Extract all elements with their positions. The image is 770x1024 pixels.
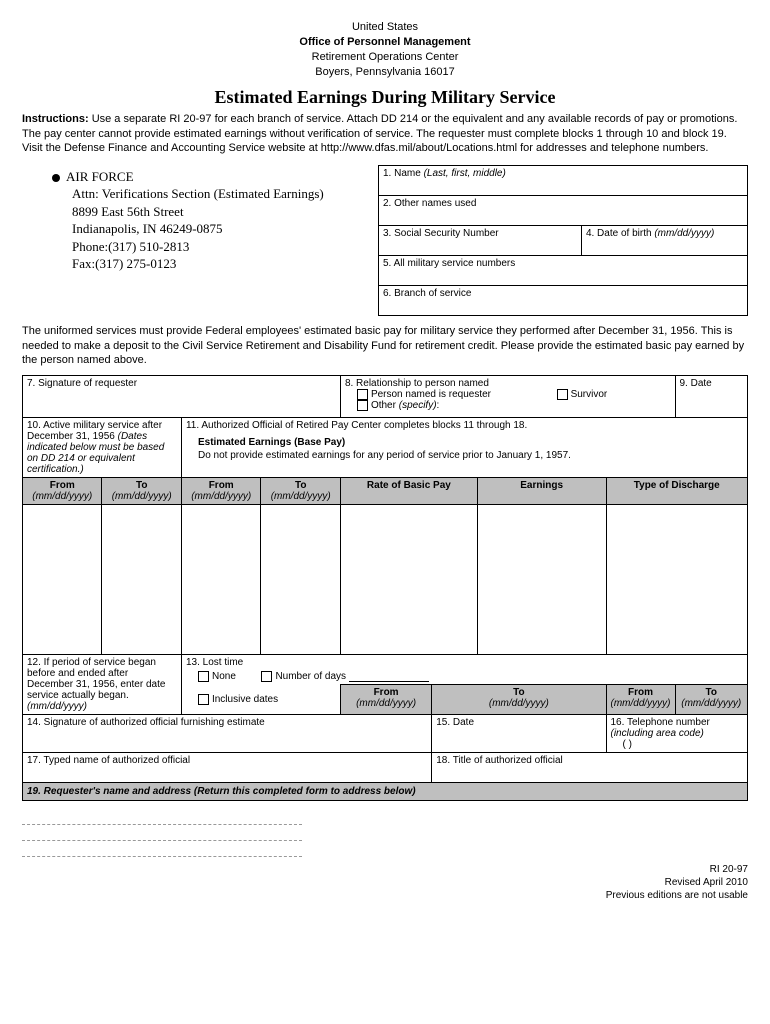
lost-from-1: From(mm/dd/yyyy) xyxy=(340,685,431,715)
footer-form: RI 20-97 xyxy=(22,863,748,876)
block-11: 11. Authorized Official of Retired Pay C… xyxy=(181,418,747,478)
data-earnings[interactable] xyxy=(477,505,606,655)
field-service-numbers[interactable]: 5. All military service numbers xyxy=(379,256,748,286)
col-to-2: To(mm/dd/yyyy) xyxy=(261,478,340,505)
block-9-date[interactable]: 9. Date xyxy=(675,376,748,418)
midtext: The uniformed services must provide Fede… xyxy=(22,324,748,367)
footer-prev: Previous editions are not usable xyxy=(22,889,748,902)
field-dob[interactable]: 4. Date of birth (mm/dd/yyyy) xyxy=(581,226,747,256)
col-to-1: To(mm/dd/yyyy) xyxy=(102,478,181,505)
instructions-label: Instructions: xyxy=(22,113,89,125)
block-13: 13. Lost time None Number of days xyxy=(181,655,747,685)
data-discharge[interactable] xyxy=(606,505,748,655)
checkbox-numdays[interactable] xyxy=(261,671,272,682)
lost-from-2: From(mm/dd/yyyy) xyxy=(606,685,675,715)
checkbox-inclusive[interactable] xyxy=(198,694,209,705)
data-rate[interactable] xyxy=(340,505,477,655)
block-10: 10. Active military service after Decemb… xyxy=(23,418,182,478)
data-to-1[interactable] xyxy=(102,505,181,655)
instructions-text: Use a separate RI 20-97 for each branch … xyxy=(22,113,737,154)
col-rate: Rate of Basic Pay xyxy=(340,478,477,505)
block-18[interactable]: 18. Title of authorized official xyxy=(432,753,748,783)
numdays-input[interactable] xyxy=(349,671,429,682)
data-to-2[interactable] xyxy=(261,505,340,655)
field-branch[interactable]: 6. Branch of service xyxy=(379,286,748,316)
return-address-area[interactable] xyxy=(22,811,748,857)
block-17[interactable]: 17. Typed name of authorized official xyxy=(23,753,432,783)
col-discharge: Type of Discharge xyxy=(606,478,748,505)
header-address: Boyers, Pennsylvania 16017 xyxy=(22,65,748,80)
branch-address: AIR FORCE Attn: Verifications Section (E… xyxy=(22,165,368,316)
checkbox-requester[interactable] xyxy=(357,389,368,400)
field-ssn[interactable]: 3. Social Security Number xyxy=(379,226,582,256)
field-name[interactable]: 1. Name (Last, first, middle) xyxy=(379,166,748,196)
block-16[interactable]: 16. Telephone number (including area cod… xyxy=(606,715,748,753)
main-form-table: 7. Signature of requester 8. Relationshi… xyxy=(22,375,748,783)
branch-fax: Fax:(317) 275-0123 xyxy=(52,255,368,273)
lost-to-2: To(mm/dd/yyyy) xyxy=(675,685,748,715)
checkbox-none[interactable] xyxy=(198,671,209,682)
applicant-info-table: 1. Name (Last, first, middle) 2. Other n… xyxy=(378,165,748,316)
col-from-2: From(mm/dd/yyyy) xyxy=(181,478,260,505)
footer-revised: Revised April 2010 xyxy=(22,876,748,889)
header-block: United States Office of Personnel Manage… xyxy=(22,20,748,79)
col-earnings: Earnings xyxy=(477,478,606,505)
field-other-names[interactable]: 2. Other names used xyxy=(379,196,748,226)
branch-attn: Attn: Verifications Section (Estimated E… xyxy=(52,185,368,203)
header-country: United States xyxy=(22,20,748,35)
lost-to-1: To(mm/dd/yyyy) xyxy=(432,685,606,715)
header-office: Office of Personnel Management xyxy=(22,35,748,50)
data-from-2[interactable] xyxy=(181,505,260,655)
form-title: Estimated Earnings During Military Servi… xyxy=(22,87,748,108)
block-13-inclusive: Inclusive dates xyxy=(181,685,340,715)
block-7-signature[interactable]: 7. Signature of requester xyxy=(23,376,341,418)
checkbox-other[interactable] xyxy=(357,400,368,411)
bullet-icon xyxy=(52,174,60,182)
block-15[interactable]: 15. Date xyxy=(432,715,606,753)
branch-citystate: Indianapolis, IN 46249-0875 xyxy=(52,220,368,238)
header-center: Retirement Operations Center xyxy=(22,50,748,65)
block-19: 19. Requester's name and address (Return… xyxy=(22,783,748,801)
branch-street: 8899 East 56th Street xyxy=(52,203,368,221)
instructions-block: Instructions: Use a separate RI 20-97 fo… xyxy=(22,112,748,155)
checkbox-survivor[interactable] xyxy=(557,389,568,400)
branch-name: AIR FORCE xyxy=(66,169,134,184)
branch-phone: Phone:(317) 510-2813 xyxy=(52,238,368,256)
block-12[interactable]: 12. If period of service began before an… xyxy=(23,655,182,715)
data-from-1[interactable] xyxy=(23,505,102,655)
col-from-1: From(mm/dd/yyyy) xyxy=(23,478,102,505)
footer: RI 20-97 Revised April 2010 Previous edi… xyxy=(22,863,748,902)
block-8-relationship[interactable]: 8. Relationship to person named Person n… xyxy=(340,376,675,418)
block-14[interactable]: 14. Signature of authorized official fur… xyxy=(23,715,432,753)
